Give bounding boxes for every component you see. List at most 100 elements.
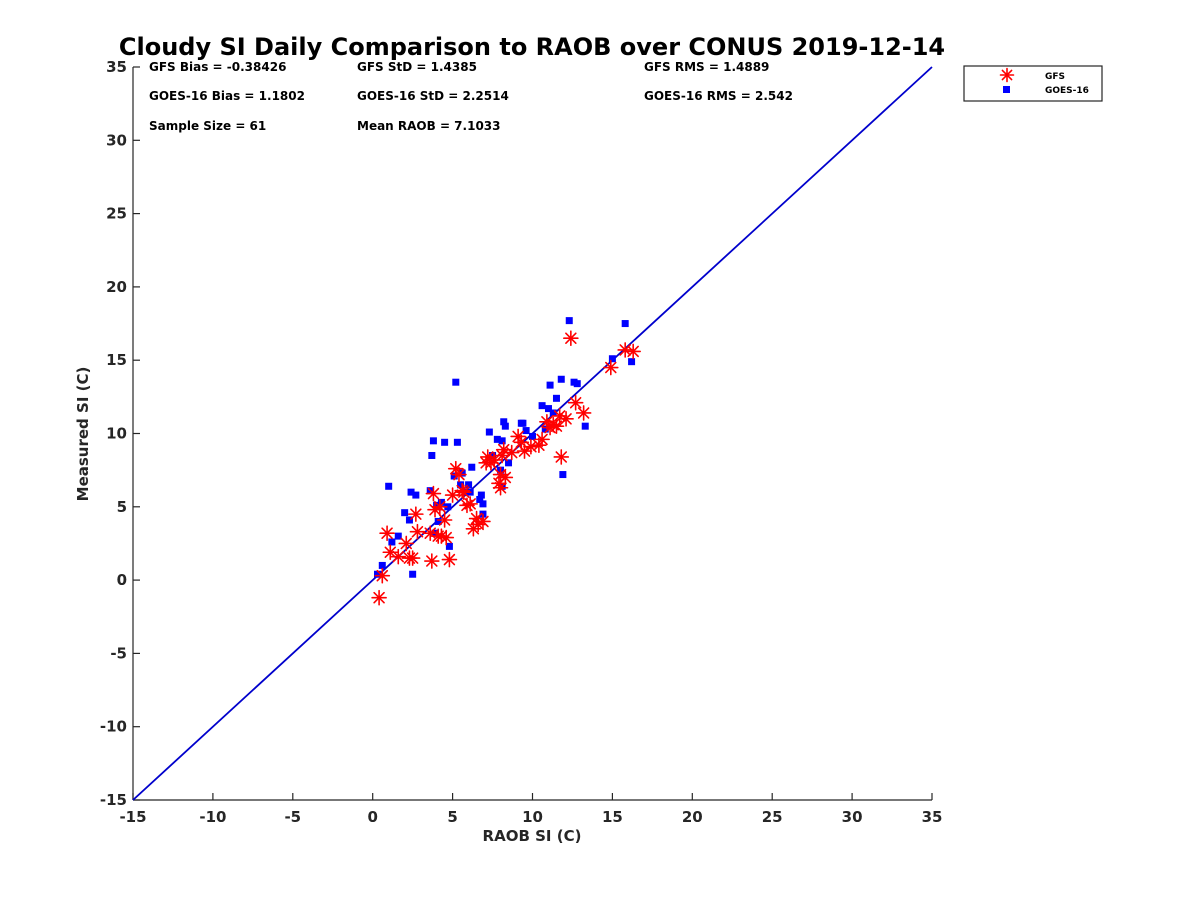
- gfs-point: [492, 479, 509, 496]
- legend: GFS GOES-16: [963, 65, 1103, 102]
- gfs-point: [427, 501, 443, 518]
- goes16-point: [441, 438, 449, 446]
- gfs-point: [534, 431, 550, 448]
- legend-gfs-label: GFS: [1045, 72, 1065, 82]
- goes16-point: [498, 437, 506, 445]
- gfs-point: [539, 413, 555, 430]
- x-axis-label: RAOB SI (C): [483, 827, 582, 845]
- gfs-point: [553, 449, 570, 465]
- legend-goes16-label: GOES-16: [1045, 86, 1089, 96]
- gfs-point: [516, 443, 533, 459]
- goes16-point: [565, 317, 573, 325]
- gfs-point: [575, 405, 592, 421]
- gfs-point: [478, 455, 494, 471]
- gfs-point: [468, 510, 485, 527]
- x-tick-label: 35: [922, 808, 943, 826]
- legend-box: [963, 65, 1103, 102]
- gfs-point: [374, 567, 391, 584]
- goes16-point: [549, 409, 557, 417]
- stat-gfs-rms: GFS RMS = 1.4889: [644, 60, 769, 74]
- goes16-point: [394, 532, 402, 540]
- stat-goes-rms: GOES-16 RMS = 2.542: [644, 89, 793, 103]
- goes16-point: [477, 491, 485, 499]
- gfs-point: [425, 485, 442, 502]
- gfs-point: [625, 343, 641, 360]
- goes16-point: [581, 422, 589, 430]
- goes16-point: [529, 432, 536, 440]
- gfs-point: [436, 512, 453, 528]
- gfs-point: [404, 550, 421, 566]
- y-tick-label: 20: [106, 278, 127, 296]
- y-tick-label: 25: [106, 205, 127, 223]
- gfs-point: [494, 447, 510, 464]
- x-tick-labels: -15 -10 -5 0 5 10 15 20 25 30 35: [119, 808, 942, 826]
- goes16-point: [468, 463, 476, 471]
- gfs-point: [390, 548, 407, 565]
- stat-gfs-bias: GFS Bias = -0.38426: [149, 60, 286, 74]
- goes16-point: [573, 380, 581, 388]
- gfs-point: [503, 444, 520, 461]
- x-tick-label: 5: [447, 808, 457, 826]
- y-tick-label: 0: [117, 571, 127, 589]
- goes16-point: [479, 500, 487, 508]
- goes16-point: [546, 381, 554, 389]
- x-tick-label: -15: [119, 808, 146, 826]
- x-tick-label: -5: [284, 808, 301, 826]
- y-tick-label: 30: [106, 131, 127, 149]
- x-tick-label: 10: [522, 808, 543, 826]
- gfs-point: [409, 523, 426, 540]
- goes16-point: [544, 405, 552, 413]
- y-tick-labels: -15 -10 -5 0 5 10 15 20 25 30 35: [100, 58, 127, 809]
- gfs-point: [558, 411, 574, 427]
- goes16-point: [489, 451, 497, 459]
- goes16-point: [465, 481, 473, 489]
- x-tick-label: -10: [199, 808, 226, 826]
- y-tick-label: 15: [106, 351, 127, 369]
- goes16-point: [538, 402, 546, 410]
- goes16-point: [434, 517, 442, 525]
- goes16-point: [628, 358, 636, 366]
- stat-mean-raob: Mean RAOB = 7.1033: [357, 119, 501, 133]
- goes16-point: [458, 469, 466, 477]
- x-tick-label: 20: [682, 808, 703, 826]
- gfs-point: [497, 469, 514, 486]
- goes16-point: [621, 320, 629, 328]
- goes16-point: [522, 427, 530, 435]
- goes16-point: [557, 375, 565, 383]
- goes16-point: [500, 418, 508, 426]
- goes16-point: [450, 472, 458, 480]
- goes16-point: [453, 438, 461, 446]
- gfs-point: [451, 466, 467, 483]
- goes16-point: [444, 503, 452, 511]
- gfs-point: [441, 551, 458, 568]
- x-tick-label: 25: [762, 808, 783, 826]
- y-tick-label: -10: [100, 718, 127, 736]
- statistics-block: GFS Bias = -0.38426 GFS StD = 1.4385 GFS…: [149, 60, 793, 133]
- goes16-point: [428, 451, 436, 459]
- gfs-point: [408, 506, 424, 522]
- chart-title: Cloudy SI Daily Comparison to RAOB over …: [119, 33, 945, 61]
- goes16-point: [452, 378, 460, 386]
- goes16-point: [373, 570, 381, 578]
- goes16-point: [385, 482, 393, 490]
- goes16-point: [378, 561, 386, 569]
- gfs-series: [371, 330, 641, 606]
- goes16-point: [552, 394, 560, 402]
- gfs-point: [548, 418, 565, 434]
- goes16-point: [407, 488, 415, 496]
- stat-goes-std: GOES-16 StD = 2.2514: [357, 89, 509, 103]
- stat-sample-size: Sample Size = 61: [149, 119, 266, 133]
- gfs-point: [462, 496, 478, 512]
- gfs-point: [432, 498, 448, 515]
- goes16-point: [541, 425, 549, 433]
- gfs-point: [551, 408, 568, 424]
- gfs-point: [424, 553, 440, 569]
- goes16-point: [412, 491, 420, 499]
- stat-gfs-std: GFS StD = 1.4385: [357, 60, 477, 74]
- stat-goes-bias: GOES-16 Bias = 1.1802: [149, 89, 305, 103]
- goes16-point: [445, 542, 453, 550]
- goes16-point: [388, 538, 396, 546]
- gfs-point: [510, 428, 526, 445]
- goes16-point: [608, 355, 616, 363]
